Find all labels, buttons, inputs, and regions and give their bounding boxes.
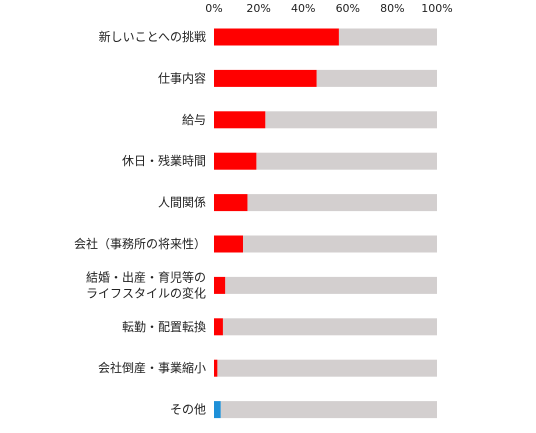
category-label: その他 xyxy=(170,403,206,417)
bar-remainder xyxy=(222,318,437,336)
bar-value xyxy=(214,69,317,87)
bar-value xyxy=(214,359,218,377)
bar-remainder xyxy=(265,111,437,129)
bar-remainder xyxy=(316,69,437,87)
category-label: 会社（事務所の将来性） xyxy=(74,236,206,251)
x-tick-label: 0% xyxy=(205,2,222,15)
x-axis-ticks: 0% 20% 40% 60% 80% 100% xyxy=(205,2,452,15)
x-tick-label: 100% xyxy=(421,2,452,15)
bar-remainder xyxy=(217,359,437,377)
category-label: 会社倒産・事業縮小 xyxy=(98,360,206,375)
x-tick-label: 80% xyxy=(380,2,404,15)
bar-value xyxy=(214,401,221,419)
bar-value xyxy=(214,276,226,294)
x-tick-label: 20% xyxy=(246,2,270,15)
bar-remainder xyxy=(338,28,437,46)
bar-remainder xyxy=(242,235,437,253)
bar-remainder xyxy=(247,194,437,212)
bar-value xyxy=(214,152,257,170)
category-label: 転勤・配置転換 xyxy=(122,320,206,334)
bar-remainder xyxy=(256,152,437,170)
category-label: 休日・残業時間 xyxy=(122,154,206,168)
bars xyxy=(214,28,437,419)
x-tick-label: 60% xyxy=(336,2,360,15)
category-label: 結婚・出産・育児等のライフスタイルの変化 xyxy=(86,269,206,300)
category-label: 給与 xyxy=(182,113,206,127)
bar-value xyxy=(214,318,223,336)
bar-value xyxy=(214,194,248,212)
bar-remainder xyxy=(225,276,437,294)
bar-value xyxy=(214,235,243,253)
category-label: 人間関係 xyxy=(158,196,206,210)
bar-remainder xyxy=(220,401,437,419)
category-label: 仕事内容 xyxy=(158,70,206,85)
x-tick-label: 40% xyxy=(291,2,315,15)
bar-value xyxy=(214,28,339,46)
category-label: 新しいことへの挑戦 xyxy=(99,29,206,44)
bar-value xyxy=(214,111,266,129)
